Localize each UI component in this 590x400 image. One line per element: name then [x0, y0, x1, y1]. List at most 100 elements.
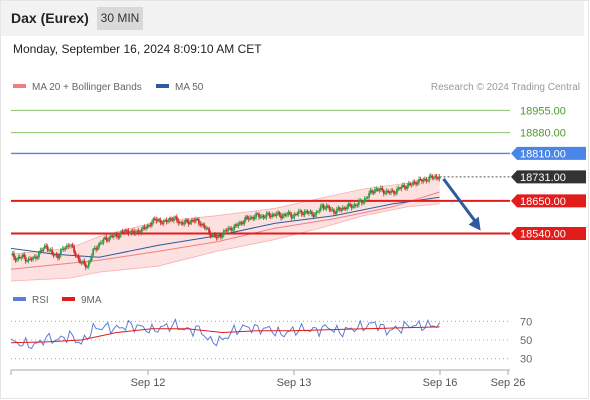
candle-body	[18, 257, 21, 259]
candle-body	[334, 212, 337, 214]
candle-body	[265, 213, 268, 218]
candle-body	[170, 218, 172, 220]
candle-body	[180, 222, 183, 224]
candle-body	[156, 219, 159, 222]
candle-body	[362, 202, 365, 204]
candle-body	[193, 220, 196, 222]
rsi-tick-label: 30	[520, 354, 532, 366]
candle-body	[321, 204, 324, 207]
candle-body	[80, 262, 83, 264]
candle-body	[90, 255, 93, 261]
candle-body	[305, 210, 307, 212]
candle-body	[266, 212, 269, 214]
candle-body	[62, 248, 65, 250]
candle-body	[372, 192, 375, 194]
candle-body	[318, 210, 321, 212]
candle-body	[407, 183, 410, 186]
candle-body	[15, 258, 18, 261]
candle-body	[278, 212, 281, 216]
candle-body	[262, 215, 265, 218]
candle-body	[287, 212, 290, 215]
candle-body	[324, 208, 326, 210]
candle-body	[438, 176, 441, 180]
candle-body	[142, 226, 144, 229]
candle-body	[291, 217, 294, 219]
candle-body	[300, 210, 303, 215]
candle-body	[36, 257, 39, 259]
candle-body	[14, 257, 17, 261]
candle-body	[208, 228, 211, 233]
x-tick-label: Sep 13	[277, 377, 312, 389]
ma50-legend-swatch	[156, 84, 169, 88]
candle-body	[409, 183, 412, 186]
candle-body	[45, 245, 48, 247]
candle-body	[327, 205, 329, 207]
candle-body	[356, 204, 359, 206]
candle-body	[228, 227, 231, 229]
candle-body	[381, 187, 384, 191]
timeframe-button[interactable]: 30 MIN	[97, 7, 143, 30]
candle-body	[178, 222, 181, 224]
bollinger-upper-line	[10, 173, 440, 255]
candle-body	[21, 254, 24, 258]
candle-body	[187, 221, 190, 225]
candle-body	[388, 192, 391, 194]
candle-body	[189, 222, 191, 225]
candle-body	[268, 212, 271, 217]
candle-body	[214, 234, 216, 238]
candle-body	[349, 203, 351, 206]
candle-body	[281, 215, 284, 219]
candle-body	[181, 222, 184, 225]
candle-body	[150, 221, 153, 226]
candle-body	[250, 217, 253, 219]
candle-body	[391, 190, 394, 192]
candle-body	[330, 209, 332, 211]
candle-body	[76, 255, 78, 257]
candle-body	[96, 247, 99, 250]
candle-body	[346, 206, 348, 210]
candle-body	[319, 206, 322, 211]
candle-body	[73, 246, 76, 253]
candle-body	[217, 235, 219, 239]
candle-body	[215, 237, 218, 239]
candle-body	[275, 213, 278, 216]
candle-body	[387, 190, 390, 193]
candle-body	[412, 182, 415, 185]
candle-body	[143, 226, 146, 229]
candle-body	[57, 255, 59, 259]
candle-body	[202, 223, 205, 226]
candle-body	[253, 217, 256, 220]
candle-body	[344, 207, 347, 210]
candle-body	[60, 249, 62, 255]
candle-body	[70, 244, 73, 246]
candle-body	[148, 225, 150, 227]
candle-body	[271, 214, 274, 217]
candle-body	[173, 217, 175, 221]
candle-body	[165, 219, 168, 223]
candle-body	[20, 257, 23, 259]
candle-body	[65, 245, 68, 248]
candle-body	[68, 245, 71, 247]
candle-body	[335, 209, 338, 214]
bollinger-lower-line	[10, 203, 440, 282]
candle-body	[158, 219, 161, 221]
candle-body	[79, 259, 81, 263]
candle-body	[42, 248, 45, 251]
candle-body	[127, 230, 130, 234]
candle-body	[366, 197, 369, 199]
candle-body	[54, 254, 56, 256]
candle-body	[29, 258, 31, 260]
candle-body	[227, 228, 230, 231]
candle-body	[299, 210, 302, 212]
candle-body	[378, 189, 381, 191]
candle-body	[406, 185, 409, 189]
candle-body	[222, 230, 225, 235]
candle-body	[394, 193, 397, 195]
candle-body	[284, 214, 287, 216]
candle-body	[128, 233, 131, 235]
candle-body	[171, 219, 174, 221]
candle-body	[415, 182, 417, 185]
candle-body	[101, 242, 103, 244]
